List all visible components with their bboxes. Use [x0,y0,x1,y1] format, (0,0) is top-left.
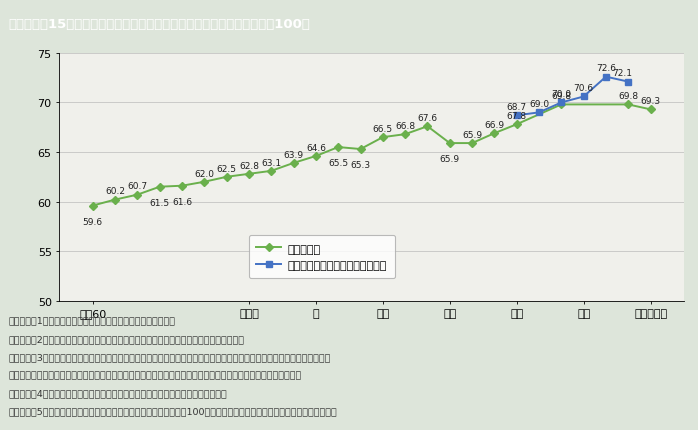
Text: 63.1: 63.1 [261,158,281,167]
一般労働者 [445,141,454,146]
一般労働者 [245,172,253,177]
Text: 72.1: 72.1 [613,69,632,78]
Text: 62.0: 62.0 [194,169,214,178]
Text: 65.9: 65.9 [462,131,482,140]
一般労働者 [401,132,409,138]
一般労働者 [133,193,142,198]
一般労働者 [468,141,476,146]
一般労働者 [290,161,298,166]
Text: 60.2: 60.2 [105,187,125,196]
Legend: 一般労働者, 一般労働者のうち正社員・正職員: 一般労働者, 一般労働者のうち正社員・正職員 [248,236,395,278]
Text: 62.5: 62.5 [216,164,237,173]
Text: 60.7: 60.7 [127,182,147,191]
Text: 67.6: 67.6 [417,114,438,123]
Text: 69.8: 69.8 [618,92,639,101]
Line: 一般労働者: 一般労働者 [89,102,654,209]
Text: 67.8: 67.8 [507,112,527,121]
一般労働者 [178,184,186,189]
Text: 61.5: 61.5 [149,198,170,207]
Text: 70.0: 70.0 [551,90,572,99]
Text: 3．「短時間労働者」は，常用労働者のうち，１日の所定内労働時間が一般の労働者よりも短い又は１日の所定労: 3．「短時間労働者」は，常用労働者のうち，１日の所定内労働時間が一般の労働者より… [8,352,331,361]
Line: 一般労働者のうち正社員・正職員: 一般労働者のうち正社員・正職員 [514,74,632,119]
Text: 65.9: 65.9 [440,155,460,164]
一般労働者 [646,108,655,113]
Text: 63.9: 63.9 [283,150,304,160]
一般労働者 [357,147,365,152]
一般労働者 [624,103,632,108]
一般労働者のうち正社員・正職員 [579,95,588,100]
一般労働者のうち正社員・正職員 [557,101,565,106]
Text: 62.8: 62.8 [239,161,259,170]
Text: 69.8: 69.8 [551,92,572,101]
一般労働者 [200,180,209,185]
一般労働者 [557,103,565,108]
Text: 59.6: 59.6 [83,217,103,226]
一般労働者 [89,203,97,209]
一般労働者のうち正社員・正職員 [535,111,543,116]
一般労働者 [111,197,119,203]
Text: 61.6: 61.6 [172,197,192,206]
Text: 65.3: 65.3 [350,161,371,170]
一般労働者 [156,185,164,190]
Text: 65.5: 65.5 [328,159,348,168]
一般労働者 [334,145,343,150]
Text: 69.3: 69.3 [641,97,660,106]
Text: 働時間が一般の労働者と同じでも１週の所定労働日数が一般の労働者よりも少ない労働者をいう。: 働時間が一般の労働者と同じでも１週の所定労働日数が一般の労働者よりも少ない労働者… [8,370,302,379]
一般労働者 [312,154,320,159]
Text: 64.6: 64.6 [306,144,326,153]
Text: 70.6: 70.6 [574,84,594,93]
Text: 66.8: 66.8 [395,122,415,131]
Text: 5．所定内給与額の男女間格差は，男性の所定内給与額を100とした場合の女性の所定内給与額を算出している。: 5．所定内給与額の男女間格差は，男性の所定内給与額を100とした場合の女性の所定… [8,406,337,415]
Text: 2．「一般労働者」は，常用労働者のうち，「短時間労働者」以外の者をいう。: 2．「一般労働者」は，常用労働者のうち，「短時間労働者」以外の者をいう。 [8,334,244,343]
Text: 4．「正社員・正職員」とは，事業所で正社員，正職員とする者をいう。: 4．「正社員・正職員」とは，事業所で正社員，正職員とする者をいう。 [8,388,227,397]
一般労働者のうち正社員・正職員 [512,114,521,119]
Text: 第１－２－15図　男女間所定内給与格差の推移（男性の所定内給与額＝100）: 第１－２－15図 男女間所定内給与格差の推移（男性の所定内給与額＝100） [8,18,310,31]
Text: 68.7: 68.7 [507,103,527,112]
一般労働者のうち正社員・正職員 [602,75,610,80]
一般労働者 [223,175,231,180]
Text: 66.5: 66.5 [373,125,393,134]
Text: 66.9: 66.9 [484,121,505,130]
一般労働者 [267,169,276,174]
Text: （備考）　1．厚生労働省「賃金構造基本統計調査」より作成。: （備考） 1．厚生労働省「賃金構造基本統計調査」より作成。 [8,316,175,325]
一般労働者 [490,131,498,136]
Text: 72.6: 72.6 [596,64,616,74]
一般労働者 [378,135,387,140]
一般労働者 [423,124,431,129]
一般労働者 [512,123,521,128]
一般労働者のうち正社員・正職員 [624,80,632,85]
Text: 69.0: 69.0 [529,100,549,109]
